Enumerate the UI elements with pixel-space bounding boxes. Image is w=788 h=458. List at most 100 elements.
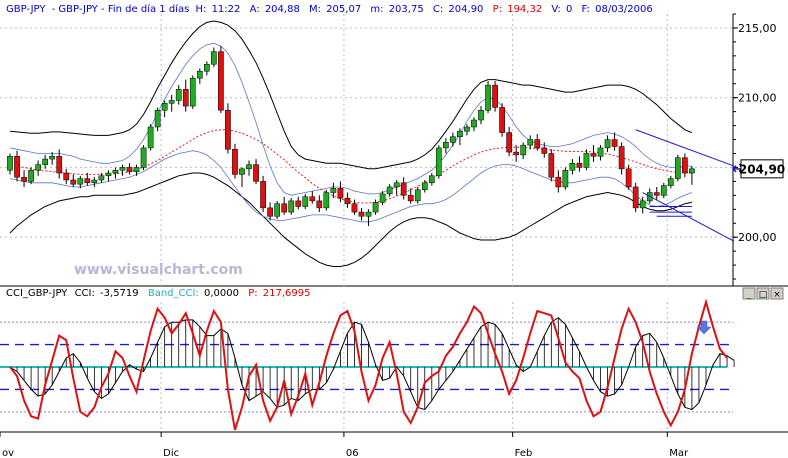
header-f-value: 08/03/2006: [595, 4, 653, 15]
candle-body: [21, 176, 27, 182]
bull-candle: [639, 196, 646, 214]
bull-candle: [597, 145, 604, 161]
candle-body: [450, 136, 456, 143]
candle-body: [457, 130, 463, 137]
bear-candle: [625, 164, 632, 190]
candle-body: [316, 200, 323, 209]
bull-candle: [246, 160, 252, 176]
cci-name: CCI_GBP-JPY: [6, 288, 68, 299]
bull-candle: [675, 154, 681, 182]
bear-candle: [618, 142, 625, 175]
bear-candle: [14, 150, 20, 182]
bull-candle: [583, 149, 590, 171]
candle-body: [358, 211, 365, 217]
bull-candle: [154, 107, 161, 132]
header-p-value: 194,32: [507, 4, 542, 15]
bear-candle: [351, 199, 358, 215]
candle-body: [660, 185, 667, 196]
bear-candle: [555, 170, 562, 193]
maximize-icon: □: [759, 290, 768, 300]
candle-body: [583, 153, 590, 168]
bull-candle: [161, 100, 168, 118]
cci-value: -3,5719: [100, 288, 139, 299]
bear-candle: [682, 153, 688, 178]
candle-body: [225, 109, 231, 150]
bear-candle: [63, 168, 70, 185]
candle-body: [239, 168, 245, 175]
upper-band-line: [9, 20, 693, 170]
bear-candle: [260, 175, 266, 213]
candle-body: [168, 100, 175, 104]
candle-body: [682, 157, 688, 174]
candle-body: [28, 169, 34, 182]
candle-body: [597, 147, 604, 157]
candle-body: [246, 164, 252, 170]
cci-path: [9, 298, 728, 431]
candle-body: [105, 172, 112, 177]
close-button[interactable]: ×: [770, 287, 784, 300]
bull-candle: [379, 191, 386, 206]
candle-body: [112, 169, 119, 174]
candle-body: [260, 181, 266, 209]
cci-window-controls: _ □ ×: [742, 287, 784, 300]
candle-body: [632, 186, 639, 209]
candle-body: [513, 151, 520, 156]
candle-body: [337, 188, 344, 199]
candle-body: [435, 147, 442, 177]
candle-body: [91, 179, 98, 184]
bull-candle: [42, 154, 48, 169]
bear-candle: [316, 195, 323, 213]
candle-body: [590, 153, 597, 157]
bull-candle: [386, 184, 393, 197]
header-title: - GBP-JPY - Fin de día 1 días: [52, 3, 190, 15]
candle-body: [70, 179, 77, 185]
candle-body: [541, 147, 548, 154]
bull-candle: [414, 186, 421, 204]
bull-candle: [274, 200, 280, 220]
header-h-value: 11:22: [212, 4, 241, 15]
cci-label: CCI:: [75, 288, 95, 299]
bear-candle: [253, 159, 259, 185]
candle-body: [443, 142, 449, 149]
bear-candle: [337, 181, 344, 203]
inner-upper-band: [9, 42, 692, 196]
last-price-arrow: [731, 165, 741, 173]
bear-candle: [281, 196, 288, 215]
bear-candle: [407, 188, 414, 204]
bull-candle: [105, 170, 112, 182]
candle-body: [534, 139, 541, 149]
bull-candle: [112, 167, 119, 179]
candle-body: [421, 182, 428, 191]
bear-candle: [611, 132, 618, 151]
bear-candle: [84, 173, 91, 186]
bull-candle: [140, 145, 147, 171]
bull-candle: [91, 177, 98, 187]
bull-candle: [323, 189, 330, 211]
time-tick-label: 06: [346, 448, 359, 458]
trend-lines: [635, 129, 735, 242]
bull-candle: [660, 182, 667, 199]
bull-candle: [189, 75, 196, 109]
bear-candle: [506, 126, 512, 157]
candle-body: [492, 84, 498, 108]
candle-body: [520, 144, 527, 156]
bull-candle: [527, 135, 534, 150]
price-tick-label: 210,00: [738, 92, 777, 105]
candle-body: [140, 147, 147, 168]
candle-body: [309, 196, 316, 202]
moving-average-path: [9, 129, 692, 204]
candle-body: [56, 156, 63, 174]
minimize-button[interactable]: _: [742, 287, 756, 300]
candle-body: [203, 63, 210, 72]
candle-body: [414, 189, 421, 202]
bull-candle: [464, 124, 470, 136]
bear-candle: [232, 143, 238, 179]
candle-body: [288, 200, 295, 213]
maximize-button[interactable]: □: [756, 287, 770, 300]
bull-candle: [211, 47, 217, 68]
candle-body: [267, 207, 273, 217]
bull-candle: [196, 68, 203, 84]
last-price-marker: 204,90: [731, 159, 785, 179]
candle-body: [344, 197, 351, 204]
bull-candle: [7, 153, 13, 175]
